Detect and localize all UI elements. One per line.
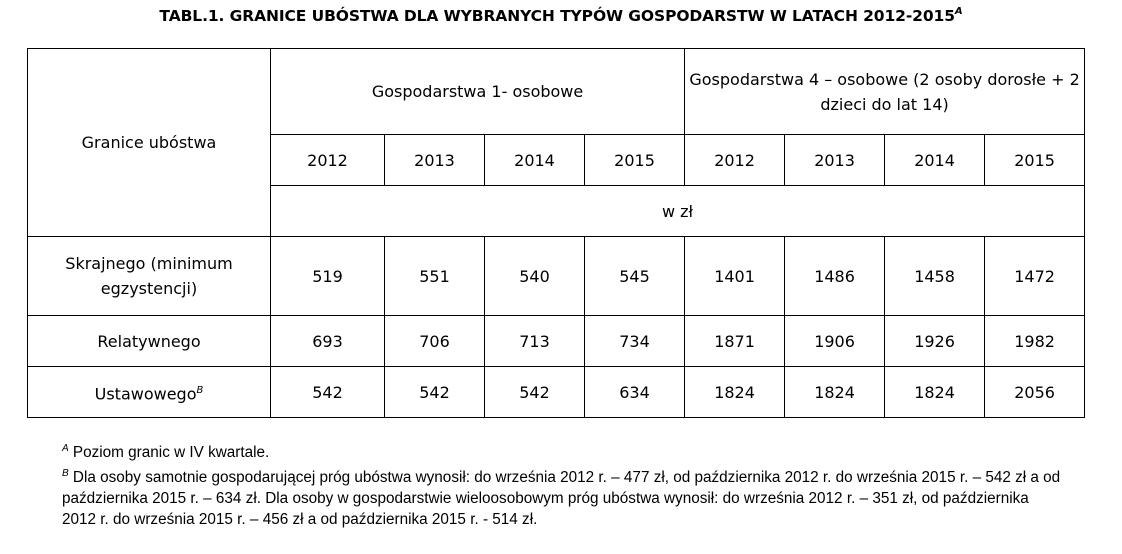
table-cell: 1824 (684, 366, 786, 418)
unit-label: w zł (269, 185, 1086, 237)
table-cell: 693 (270, 315, 385, 367)
footnote-b: B Dla osoby samotnie gospodarującej próg… (62, 463, 1062, 530)
footnote-text: Poziom granic w IV kwartale. (68, 444, 270, 462)
group-header-4-person: Gospodarstwa 4 – osobowe (2 osoby dorosł… (684, 48, 1086, 135)
row-label-footnote-mark: B (196, 384, 204, 396)
table-cell: 1824 (884, 366, 986, 418)
table-cell: 734 (583, 315, 686, 367)
table-title-footnote-mark: A (954, 6, 963, 17)
footnote-text: Dla osoby samotnie gospodarującej próg u… (62, 469, 1061, 529)
year-header: 2015 (583, 134, 686, 186)
table-cell: 1472 (984, 236, 1086, 316)
table-row: Skrajnego (minimum egzystencji) 519 551 … (27, 236, 1086, 316)
table-cell: 551 (384, 236, 485, 316)
footnote-mark: B (62, 468, 69, 480)
row-label: UstawowegoB (27, 366, 271, 418)
table-cell: 2056 (984, 366, 1086, 418)
table-header-row-years: 2012 2013 2014 2015 2012 2013 2014 2015 (28, 134, 1086, 186)
row-label: Skrajnego (minimum egzystencji) (27, 236, 271, 316)
table-title-text: TABL.1. GRANICE UBÓSTWA DLA WYBRANYCH TY… (159, 7, 955, 26)
table-row: UstawowegoB 542 542 542 634 1824 1824 18… (27, 366, 1086, 418)
table-cell: 1871 (684, 315, 786, 367)
table-cell: 634 (583, 366, 686, 418)
table-cell: 542 (484, 366, 585, 418)
table-cell: 1458 (884, 236, 986, 316)
year-header: 2012 (270, 134, 385, 186)
table-cell: 540 (484, 236, 585, 316)
year-header: 2013 (784, 134, 886, 186)
year-header: 2012 (684, 134, 786, 186)
row-header-label: Granice ubóstwa (81, 133, 217, 152)
table-cell: 1824 (784, 366, 886, 418)
table-row: Relatywnego 693 706 713 734 1871 1906 19… (27, 315, 1086, 367)
table-title: TABL.1. GRANICE UBÓSTWA DLA WYBRANYCH TY… (0, 6, 1122, 26)
year-header: 2014 (484, 134, 585, 186)
table-cell: 545 (583, 236, 686, 316)
table-cell: 706 (384, 315, 485, 367)
footnote-mark: A (62, 443, 69, 454)
table-cell: 1486 (784, 236, 886, 316)
table-cell: 1906 (784, 315, 886, 367)
table-header-row-groups: Granice ubóstwa Gospodarstwa 1- osobowe … (27, 48, 1086, 237)
year-header: 2015 (984, 134, 1086, 186)
table-cell: 1926 (884, 315, 986, 367)
footnotes: A Poziom granic w IV kwartale. B Dla oso… (62, 438, 1062, 530)
poverty-thresholds-table: Granice ubóstwa Gospodarstwa 1- osobowe … (27, 48, 1086, 418)
year-header: 2013 (384, 134, 485, 186)
table-cell: 713 (484, 315, 585, 367)
table-cell: 542 (270, 366, 385, 418)
row-header-label-cell: Granice ubóstwa (27, 48, 271, 237)
group-header-1-person: Gospodarstwa 1- osobowe (269, 48, 686, 135)
table-cell: 542 (384, 366, 485, 418)
row-label: Relatywnego (27, 315, 271, 367)
footnote-a: A Poziom granic w IV kwartale. (62, 438, 1062, 463)
table-cell: 1982 (984, 315, 1086, 367)
table-cell: 519 (270, 236, 385, 316)
table-header-row-unit: w zł (28, 185, 1086, 237)
year-header: 2014 (884, 134, 986, 186)
table-cell: 1401 (684, 236, 786, 316)
